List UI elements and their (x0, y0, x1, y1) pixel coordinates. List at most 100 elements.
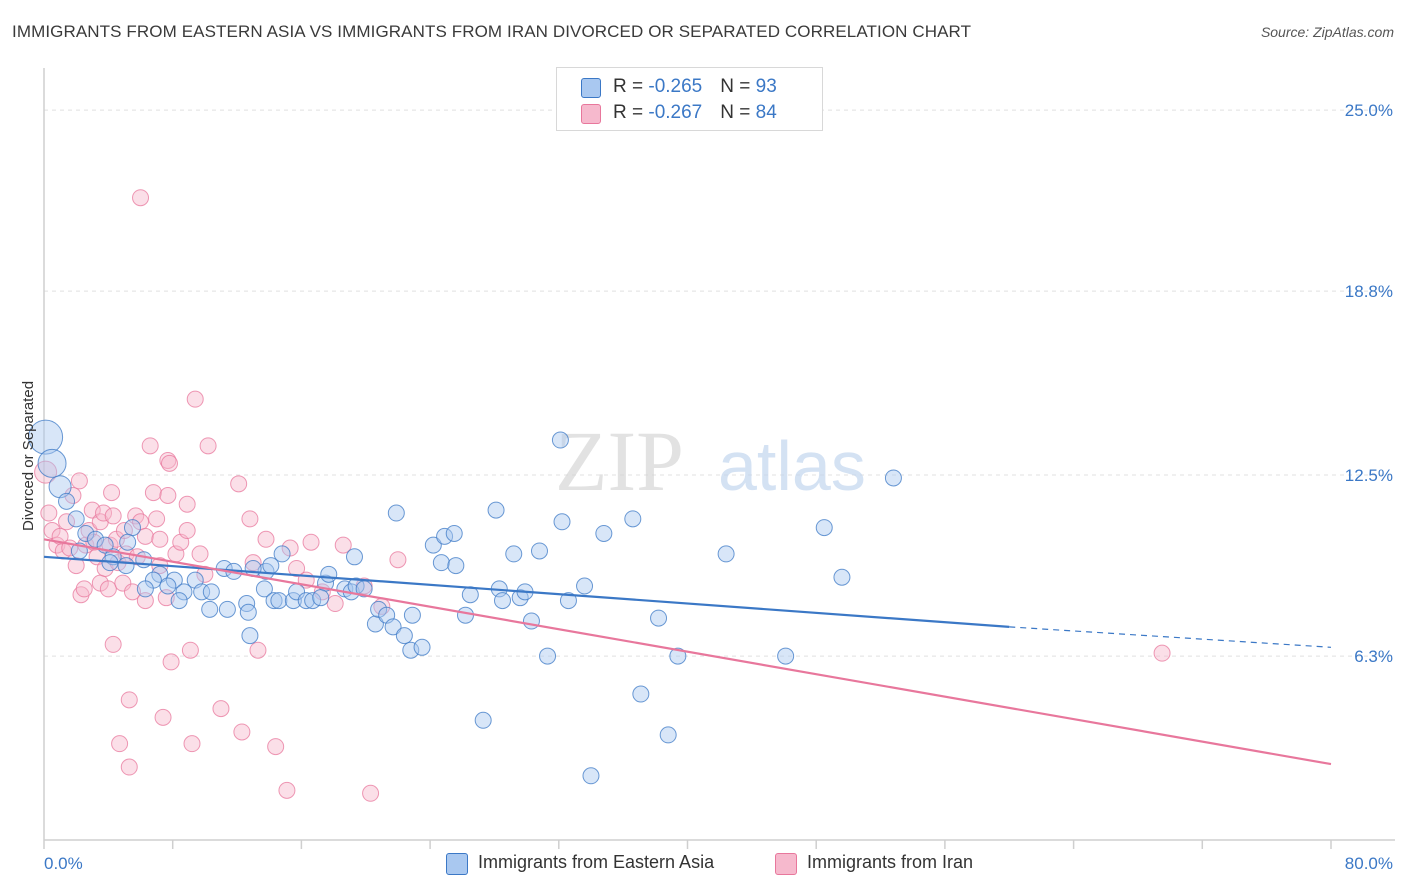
eastern-asia-point (559, 592, 577, 610)
eastern-asia-point (424, 536, 442, 554)
eastern-asia-point (884, 469, 902, 487)
iran-point (103, 484, 121, 502)
eastern-asia-point (436, 527, 454, 545)
iran-point (40, 504, 58, 522)
legend-r-label: R = (613, 76, 649, 97)
legend-n-label: N = (720, 76, 756, 97)
eastern-asia-point (273, 545, 291, 563)
legend: R = -0.265 N = 93 R = -0.267 N = 84 (556, 67, 823, 131)
iran-point (114, 574, 132, 592)
iran-point (389, 551, 407, 569)
iran-point (212, 700, 230, 718)
eastern-asia-point (447, 557, 465, 575)
legend-swatch-blue (581, 78, 601, 98)
eastern-asia-point (777, 647, 795, 665)
eastern-asia-point (119, 533, 137, 551)
legend-r-label: R = (613, 102, 649, 123)
eastern-asia-point (123, 519, 141, 537)
eastern-asia-point (403, 606, 421, 624)
eastern-asia-point (238, 595, 256, 613)
iran-point (136, 527, 154, 545)
eastern-asia-point (595, 524, 613, 542)
eastern-asia-point (632, 685, 650, 703)
iran-point (362, 784, 380, 802)
iran-point (186, 390, 204, 408)
eastern-asia-point (366, 615, 384, 633)
tick-labels: 6.3% 12.5% 18.8% 25.0% 0.0% 80.0% (44, 101, 1393, 873)
eastern-asia-point (669, 647, 687, 665)
eastern-asia-point (530, 542, 548, 560)
legend-n-value: 93 (755, 76, 777, 97)
iran-point (1153, 644, 1171, 662)
iran-point (159, 486, 177, 504)
watermark: ZIP atlas (555, 413, 866, 509)
iran-point (144, 484, 162, 502)
eastern-asia-point (650, 609, 668, 627)
y-tick-label: 18.8% (1345, 282, 1393, 301)
legend-n-label: N = (720, 102, 756, 123)
eastern-asia-point (582, 767, 600, 785)
iran-point (141, 437, 159, 455)
chart-title: IMMIGRANTS FROM EASTERN ASIA VS IMMIGRAN… (12, 22, 972, 41)
eastern-asia-point (493, 592, 511, 610)
iran-point (136, 592, 154, 610)
eastern-asia-point (193, 583, 211, 601)
iran-point (120, 758, 138, 776)
eastern-asia-point (77, 524, 95, 542)
eastern-asia-point (239, 603, 257, 621)
x-tick-label: 80.0% (1345, 854, 1393, 873)
eastern-asia-point (37, 448, 67, 478)
legend-n-value: 84 (755, 102, 777, 123)
iran-point (160, 454, 178, 472)
iran-point (267, 738, 285, 756)
iran-point (199, 437, 217, 455)
y-tick-label: 6.3% (1354, 647, 1393, 666)
iran-point (99, 580, 117, 598)
source-label: Source: ZipAtlas.com (1260, 24, 1394, 40)
bottom-legend-label: Immigrants from Iran (807, 852, 974, 872)
trend-lines (43, 538, 1332, 766)
watermark-zip: ZIP (555, 413, 684, 509)
eastern-asia-point (320, 565, 338, 583)
iran-point (67, 557, 85, 575)
iran-point (162, 653, 180, 671)
eastern-asia-point (165, 571, 183, 589)
eastern-asia-point (387, 504, 405, 522)
eastern-asia-point (67, 510, 85, 528)
iran-point (132, 189, 150, 207)
iran-point (120, 691, 138, 709)
iran-point (244, 554, 262, 572)
legend-r-value: -0.267 (648, 102, 703, 123)
bottom-legend-swatch-pink (775, 853, 797, 875)
eastern-asia-point (265, 592, 283, 610)
y-axis-title: Divorced or Separated (20, 381, 37, 531)
iran-point (95, 504, 113, 522)
watermark-atlas: atlas (718, 427, 866, 505)
eastern-asia-point (553, 513, 571, 531)
eastern-asia-point (175, 583, 193, 601)
iran-point (178, 495, 196, 513)
eastern-asia-point (624, 510, 642, 528)
iran-point (83, 501, 101, 519)
eastern-asia-point (539, 647, 557, 665)
eastern-asia-point (522, 612, 540, 630)
iran-point (159, 451, 177, 469)
eastern-asia-point (218, 600, 236, 618)
iran-point (278, 781, 296, 799)
eastern-asia-point (345, 548, 363, 566)
bottom-legend-label: Immigrants from Eastern Asia (478, 852, 715, 872)
bottom-legend-swatch-blue (446, 853, 468, 875)
eastern-asia-point (402, 641, 420, 659)
eastern-asia-point (551, 431, 569, 449)
iran-point (148, 510, 166, 528)
iran-point (230, 475, 248, 493)
series-eastern-asia-points (28, 419, 902, 785)
eastern-asia-point (297, 592, 315, 610)
iran-point (288, 559, 306, 577)
y-tick-label: 25.0% (1345, 101, 1393, 120)
eastern-asia-point (151, 565, 169, 583)
iran-point (104, 635, 122, 653)
eastern-asia-point (159, 577, 177, 595)
x-tick-label: 0.0% (44, 854, 83, 873)
eastern-asia-point (255, 580, 273, 598)
